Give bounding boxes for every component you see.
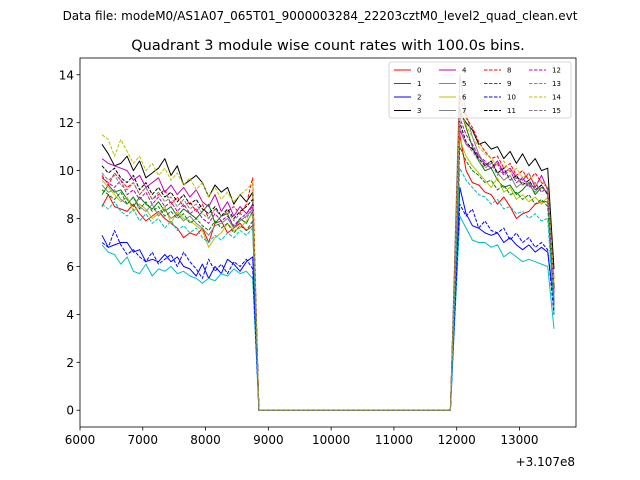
y-tick-label: 14 <box>59 68 74 82</box>
series-line-10 <box>101 203 555 411</box>
series-line-15 <box>101 127 555 411</box>
axes-layer: 6000 7000 8000 9000 10000 11000 12000 13000 0 2 4 6… <box>59 57 577 447</box>
legend-label-6: 6 <box>462 94 467 102</box>
y-tick-label: 8 <box>66 212 74 226</box>
x-tick-label: 12000 <box>438 433 476 447</box>
series-line-6 <box>101 139 555 411</box>
series-layer <box>101 74 555 411</box>
x-tick-label: 8000 <box>190 433 221 447</box>
series-line-14 <box>101 110 555 411</box>
y-tick-label: 12 <box>59 116 74 130</box>
series-line-7 <box>101 74 555 411</box>
chart-title: Quadrant 3 module wise count rates with … <box>131 38 525 54</box>
plot-area <box>80 58 576 427</box>
legend-label-11: 11 <box>507 107 516 115</box>
series-line-8 <box>101 95 555 411</box>
series-line-5 <box>101 215 555 411</box>
series-line-13 <box>101 167 555 411</box>
legend-label-10: 10 <box>507 94 516 102</box>
legend-label-2: 2 <box>417 94 421 102</box>
series-line-3 <box>101 112 555 411</box>
y-tick-label: 0 <box>66 404 74 418</box>
y-tick-label: 2 <box>66 356 74 370</box>
x-offset-label: +3.107e8 <box>516 455 575 469</box>
axes-frame <box>79 57 577 428</box>
legend-label-1: 1 <box>417 80 421 88</box>
y-tick-label: 10 <box>59 164 74 178</box>
legend-label-9: 9 <box>507 80 511 88</box>
legend-label-7: 7 <box>462 107 466 115</box>
x-tick-label: 7000 <box>128 433 159 447</box>
legend-label-13: 13 <box>552 80 561 88</box>
series-line-9 <box>101 146 555 411</box>
legend-label-14: 14 <box>552 94 561 102</box>
x-tick-label: 9000 <box>253 433 284 447</box>
legend-label-15: 15 <box>552 107 561 115</box>
legend-label-8: 8 <box>507 67 511 75</box>
y-tick-label: 4 <box>66 308 74 322</box>
legend-label-12: 12 <box>552 67 561 75</box>
x-tick-label: 10000 <box>312 433 350 447</box>
series-line-12 <box>101 117 555 411</box>
legend-label-3: 3 <box>417 107 421 115</box>
legend-label-4: 4 <box>462 67 467 75</box>
suptitle: Data file: modeM0/AS1A07_065T01_90000032… <box>63 9 578 23</box>
x-tick-label: 6000 <box>65 433 96 447</box>
y-tick-label: 6 <box>66 260 74 274</box>
legend-box <box>388 61 572 119</box>
x-tick-label: 11000 <box>375 433 413 447</box>
legend-label-5: 5 <box>462 80 466 88</box>
x-tick-label: 13000 <box>500 433 538 447</box>
legend-label-0: 0 <box>417 67 421 75</box>
